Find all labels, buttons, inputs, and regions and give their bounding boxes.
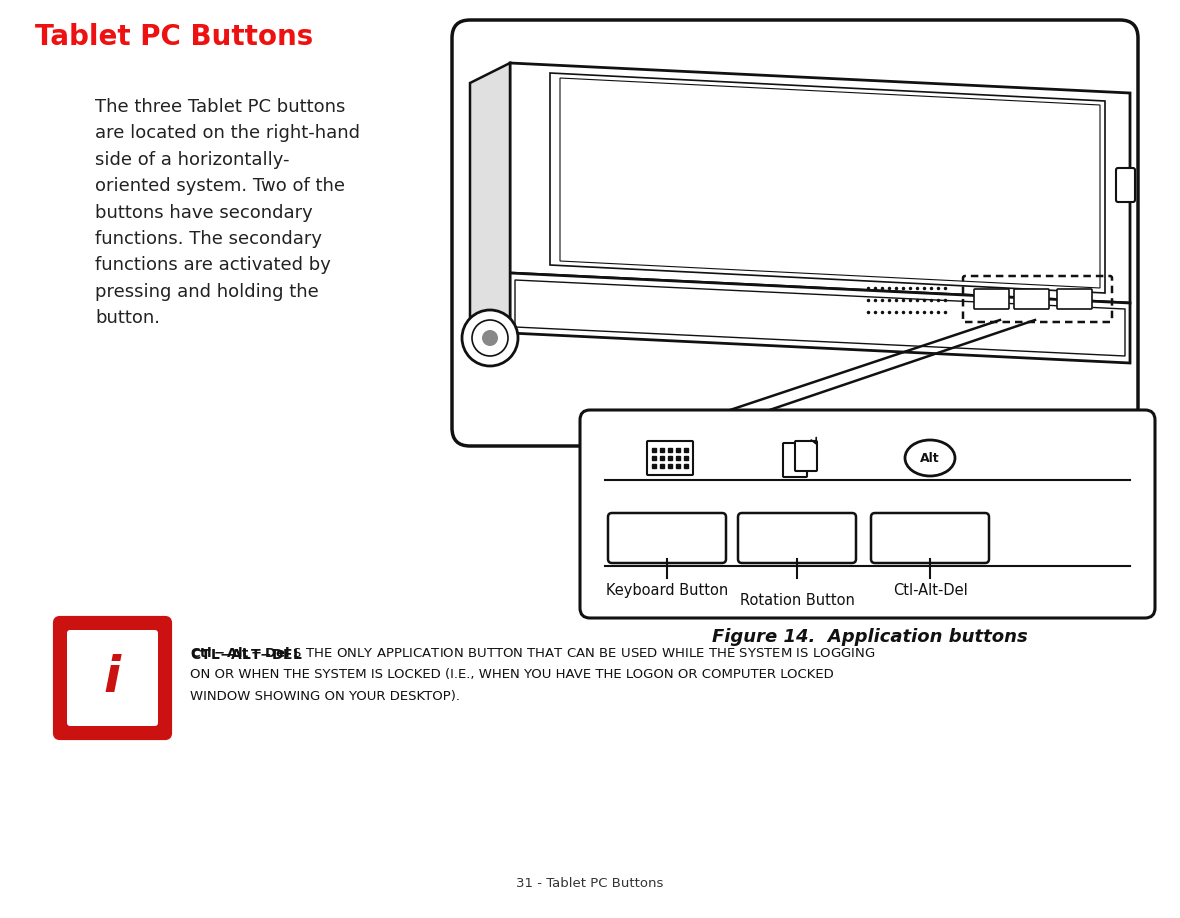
- Text: Rotation Button: Rotation Button: [740, 593, 854, 608]
- Text: WINDOW SHOWING ON YOUR DESKTOP).: WINDOW SHOWING ON YOUR DESKTOP).: [190, 690, 460, 703]
- FancyBboxPatch shape: [647, 441, 693, 475]
- Text: The three Tablet PC buttons
are located on the right-hand
side of a horizontally: The three Tablet PC buttons are located …: [96, 98, 360, 327]
- Text: Tablet PC Buttons: Tablet PC Buttons: [35, 23, 313, 51]
- Text: Alt: Alt: [920, 452, 939, 465]
- Polygon shape: [550, 73, 1104, 293]
- Circle shape: [481, 330, 498, 346]
- FancyBboxPatch shape: [452, 20, 1138, 446]
- Text: $\bf{Ctl-Alt-Del}$ S THE ONLY APPLICATION BUTTON THAT CAN BE USED WHILE THE SYST: $\bf{Ctl-Alt-Del}$ S THE ONLY APPLICATIO…: [190, 646, 876, 660]
- FancyBboxPatch shape: [1014, 289, 1049, 309]
- Polygon shape: [510, 63, 1130, 303]
- FancyBboxPatch shape: [1116, 168, 1135, 202]
- FancyBboxPatch shape: [581, 410, 1155, 618]
- Text: ON OR WHEN THE SYSTEM IS LOCKED (I.E., WHEN YOU HAVE THE LOGON OR COMPUTER LOCKE: ON OR WHEN THE SYSTEM IS LOCKED (I.E., W…: [190, 668, 834, 681]
- Text: Ctl-Alt-Del: Ctl-Alt-Del: [892, 583, 968, 598]
- Text: Figure 14.  Application buttons: Figure 14. Application buttons: [712, 628, 1028, 646]
- FancyBboxPatch shape: [871, 513, 989, 563]
- Polygon shape: [470, 63, 510, 353]
- Ellipse shape: [905, 440, 955, 476]
- FancyBboxPatch shape: [784, 443, 807, 477]
- Polygon shape: [560, 78, 1100, 288]
- FancyBboxPatch shape: [738, 513, 856, 563]
- FancyBboxPatch shape: [67, 630, 158, 726]
- FancyBboxPatch shape: [608, 513, 726, 563]
- FancyBboxPatch shape: [55, 618, 170, 738]
- FancyBboxPatch shape: [974, 289, 1009, 309]
- Text: 31 - Tablet PC Buttons: 31 - Tablet PC Buttons: [517, 877, 663, 890]
- Text: Keyboard Button: Keyboard Button: [605, 583, 728, 598]
- Circle shape: [472, 320, 509, 356]
- Polygon shape: [514, 280, 1125, 356]
- FancyBboxPatch shape: [795, 441, 817, 471]
- FancyBboxPatch shape: [1057, 289, 1092, 309]
- Circle shape: [463, 310, 518, 366]
- Text: $\mathbf{C}_{\mathbf{}}$$\mathbf{TL}$$\mathbf{-A}$$\mathbf{LT}$$\mathbf{-D}$$\ma: $\mathbf{C}_{\mathbf{}}$$\mathbf{TL}$$\m…: [190, 646, 303, 660]
- Text: i: i: [104, 654, 120, 702]
- Polygon shape: [510, 273, 1130, 363]
